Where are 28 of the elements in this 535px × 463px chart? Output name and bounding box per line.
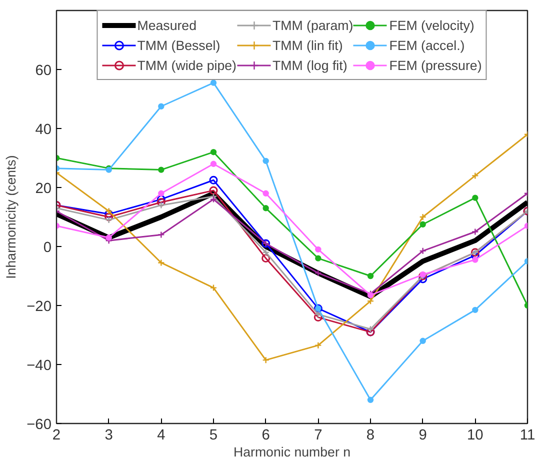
x-axis-title: Harmonic number n (233, 444, 351, 460)
y-tick-label: 20 (35, 181, 52, 197)
x-tick-label: 7 (314, 428, 322, 444)
y-tick-label: −60 (26, 417, 52, 433)
x-tick-label: 3 (104, 428, 113, 444)
legend-label: TMM (wide pipe) (137, 58, 236, 72)
x-tick-label: 4 (157, 428, 166, 444)
y-tick-label: 0 (43, 240, 52, 256)
x-tick-label: 9 (418, 428, 427, 444)
legend-label: FEM (velocity) (389, 18, 474, 32)
y-tick-label: −20 (26, 299, 52, 315)
x-tick-label: 5 (209, 428, 218, 444)
legend-label: TMM (lin fit) (272, 38, 343, 52)
x-tick-label: 2 (52, 428, 61, 444)
legend-label: Measured (137, 18, 197, 32)
x-tick-label: 6 (262, 428, 270, 444)
y-tick-label: 40 (35, 122, 52, 138)
legend-label: FEM (accel.) (389, 38, 465, 52)
legend-label: FEM (pressure) (389, 58, 482, 72)
y-tick-label: 60 (35, 63, 52, 79)
x-tick-label: 10 (467, 428, 484, 444)
x-tick-label: 11 (520, 428, 535, 444)
x-tick-label: 8 (366, 428, 375, 444)
legend-label: TMM (param) (272, 18, 354, 32)
legend-label: TMM (log fit) (272, 58, 348, 72)
y-axis-title: Inharmonicity (cents) (4, 155, 19, 279)
y-tick-label: −40 (26, 358, 52, 374)
legend-label: TMM (Bessel) (137, 38, 220, 52)
